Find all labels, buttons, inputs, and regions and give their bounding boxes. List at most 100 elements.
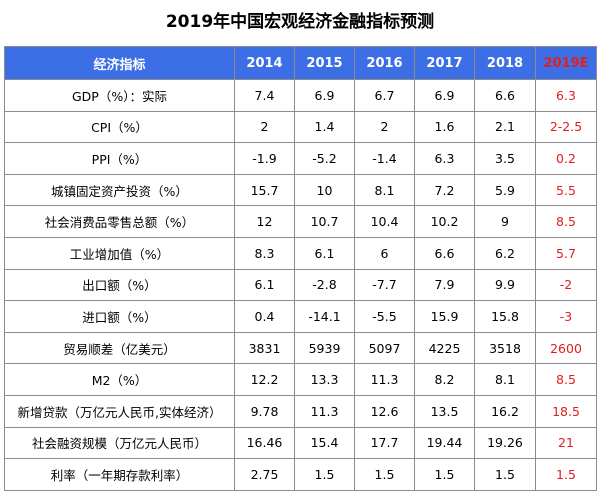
- cell-2018: 2.1: [474, 110, 536, 144]
- cell-2017: 15.9: [414, 300, 475, 333]
- cell-2017: 8.2: [414, 363, 475, 396]
- header-2018: 2018: [474, 46, 536, 80]
- cell-2014: -1.9: [234, 142, 295, 175]
- row-label: 社会消费品零售总额（%）: [4, 205, 235, 238]
- cell-2016: 1.5: [354, 458, 415, 491]
- cell-2015: 10.7: [294, 205, 355, 238]
- row-label: CPI（%）: [4, 110, 235, 144]
- header-2016: 2016: [354, 46, 415, 80]
- row-label: GDP（%）：实际: [4, 79, 235, 112]
- cell-2014: 6.1: [234, 268, 295, 302]
- cell-2015: 15.4: [294, 426, 355, 460]
- cell-2019e: 8.5: [535, 363, 597, 396]
- cell-2018: 9: [474, 205, 536, 238]
- cell-2015: 6.9: [294, 79, 355, 112]
- header-2014: 2014: [234, 46, 295, 80]
- table-header-row: 经济指标 2014 2015 2016 2017 2018 2019E: [4, 46, 597, 80]
- cell-2019e: -3: [535, 300, 597, 333]
- cell-2014: 2: [234, 110, 295, 144]
- cell-2016: 5097: [354, 331, 415, 365]
- cell-2016: 6: [354, 236, 415, 270]
- table-row-fixed-asset-investment: 城镇固定资产投资（%） 15.7 10 8.1 7.2 5.9 5.5: [4, 173, 597, 207]
- cell-2014: 7.4: [234, 79, 295, 112]
- cell-2018: 9.9: [474, 268, 536, 302]
- cell-2019e: -2: [535, 268, 597, 302]
- cell-2014: 12.2: [234, 363, 295, 396]
- cell-2017: 1.6: [414, 110, 475, 144]
- row-label: 社会融资规模（万亿元人民币）: [4, 426, 235, 460]
- cell-2017: 6.3: [414, 142, 475, 175]
- cell-2018: 8.1: [474, 363, 536, 396]
- cell-2016: 2: [354, 110, 415, 144]
- cell-2018: 6.6: [474, 79, 536, 112]
- cell-2016: 10.4: [354, 205, 415, 238]
- header-indicator: 经济指标: [4, 46, 235, 80]
- table-row-interest-rate: 利率（一年期存款利率） 2.75 1.5 1.5 1.5 1.5 1.5: [4, 458, 597, 491]
- cell-2016: -7.7: [354, 268, 415, 302]
- cell-2019e: 0.2: [535, 142, 597, 175]
- cell-2015: -14.1: [294, 300, 355, 333]
- cell-2019e: 6.3: [535, 79, 597, 112]
- row-label: M2（%）: [4, 363, 235, 396]
- row-label: 工业增加值（%）: [4, 236, 235, 270]
- cell-2018: 6.2: [474, 236, 536, 270]
- cell-2014: 2.75: [234, 458, 295, 491]
- cell-2016: -5.5: [354, 300, 415, 333]
- cell-2015: 11.3: [294, 394, 355, 428]
- cell-2015: 13.3: [294, 363, 355, 396]
- cell-2018: 3.5: [474, 142, 536, 175]
- row-label: 新增贷款（万亿元人民币,实体经济）: [4, 394, 235, 428]
- cell-2014: 8.3: [234, 236, 295, 270]
- cell-2019e: 18.5: [535, 394, 597, 428]
- cell-2015: -2.8: [294, 268, 355, 302]
- cell-2017: 1.5: [414, 458, 475, 491]
- header-2015: 2015: [294, 46, 355, 80]
- cell-2014: 15.7: [234, 173, 295, 207]
- page-title: 2019年中国宏观经济金融指标预测: [165, 12, 435, 32]
- table-row-imports: 进口额（%） 0.4 -14.1 -5.5 15.9 15.8 -3: [4, 300, 597, 333]
- cell-2017: 7.2: [414, 173, 475, 207]
- cell-2017: 6.6: [414, 236, 475, 270]
- table-row-trade-surplus: 贸易顺差（亿美元） 3831 5939 5097 4225 3518 2600: [4, 331, 597, 365]
- cell-2014: 9.78: [234, 394, 295, 428]
- cell-2018: 15.8: [474, 300, 536, 333]
- cell-2019e: 1.5: [535, 458, 597, 491]
- cell-2018: 19.26: [474, 426, 536, 460]
- row-label: 贸易顺差（亿美元）: [4, 331, 235, 365]
- cell-2016: 6.7: [354, 79, 415, 112]
- table-row-m2: M2（%） 12.2 13.3 11.3 8.2 8.1 8.5: [4, 363, 597, 396]
- table-row-industrial-value-added: 工业增加值（%） 8.3 6.1 6 6.6 6.2 5.7: [4, 236, 597, 270]
- table-row-cpi: CPI（%） 2 1.4 2 1.6 2.1 2-2.5: [4, 110, 597, 144]
- cell-2014: 0.4: [234, 300, 295, 333]
- cell-2016: 11.3: [354, 363, 415, 396]
- cell-2016: 8.1: [354, 173, 415, 207]
- cell-2018: 16.2: [474, 394, 536, 428]
- cell-2019e: 8.5: [535, 205, 597, 238]
- cell-2015: 10: [294, 173, 355, 207]
- row-label: 进口额（%）: [4, 300, 235, 333]
- indicator-table: 经济指标 2014 2015 2016 2017 2018 2019E GDP（…: [4, 46, 597, 491]
- header-2017: 2017: [414, 46, 475, 80]
- cell-2017: 19.44: [414, 426, 475, 460]
- cell-2015: 5939: [294, 331, 355, 365]
- cell-2017: 10.2: [414, 205, 475, 238]
- cell-2016: -1.4: [354, 142, 415, 175]
- cell-2016: 17.7: [354, 426, 415, 460]
- cell-2017: 4225: [414, 331, 475, 365]
- cell-2017: 13.5: [414, 394, 475, 428]
- table-row-gdp: GDP（%）：实际 7.4 6.9 6.7 6.9 6.6 6.3: [4, 79, 597, 112]
- cell-2018: 3518: [474, 331, 536, 365]
- cell-2019e: 5.7: [535, 236, 597, 270]
- row-label: 利率（一年期存款利率）: [4, 458, 235, 491]
- cell-2019e: 5.5: [535, 173, 597, 207]
- header-2019e: 2019E: [535, 46, 597, 80]
- cell-2014: 3831: [234, 331, 295, 365]
- cell-2018: 5.9: [474, 173, 536, 207]
- table-row-exports: 出口额（%） 6.1 -2.8 -7.7 7.9 9.9 -2: [4, 268, 597, 302]
- row-label: 出口额（%）: [4, 268, 235, 302]
- cell-2015: 6.1: [294, 236, 355, 270]
- cell-2018: 1.5: [474, 458, 536, 491]
- table-row-new-loans: 新增贷款（万亿元人民币,实体经济） 9.78 11.3 12.6 13.5 16.2 18.…: [4, 394, 597, 428]
- cell-2019e: 2600: [535, 331, 597, 365]
- row-label: PPI（%）: [4, 142, 235, 175]
